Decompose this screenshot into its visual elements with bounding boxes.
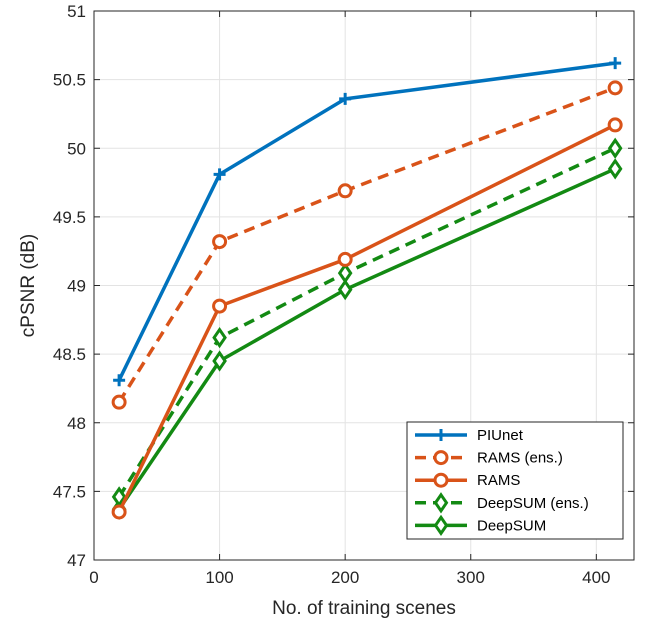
x-tick-label: 300 bbox=[457, 568, 485, 587]
x-tick-label: 400 bbox=[582, 568, 610, 587]
y-axis-label: cPSNR (dB) bbox=[18, 234, 39, 337]
series-rams-ens bbox=[111, 80, 623, 410]
axis-ticks: 0 100 200 300 400 47 47.5 48 48.5 49 49.5 50 50.5 51 bbox=[53, 2, 634, 587]
circle-marker bbox=[607, 117, 623, 133]
legend-item: PIUnet bbox=[415, 427, 524, 444]
legend-label: RAMS (ens.) bbox=[477, 450, 563, 467]
legend: PIUnet RAMS (ens.) RAMS DeepSUM (ens.) DeepS… bbox=[406, 421, 624, 540]
x-axis-label: No. of training scenes bbox=[272, 598, 456, 619]
y-tick-label: 51 bbox=[67, 2, 86, 21]
plus-marker bbox=[609, 57, 622, 70]
legend-label: RAMS bbox=[477, 472, 520, 489]
y-tick-label: 48 bbox=[67, 414, 86, 433]
legend-label: PIUnet bbox=[477, 427, 524, 444]
series-piunet bbox=[113, 57, 622, 387]
circle-marker bbox=[433, 472, 449, 488]
circle-marker bbox=[111, 394, 127, 410]
diamond-marker bbox=[607, 137, 623, 159]
y-tick-label: 47 bbox=[67, 551, 86, 570]
circle-marker bbox=[607, 80, 623, 96]
plus-marker bbox=[213, 168, 226, 181]
diamond-marker bbox=[337, 278, 353, 301]
y-tick-label: 47.5 bbox=[53, 482, 86, 501]
series-line bbox=[117, 146, 616, 498]
legend-item: DeepSUM (ens.) bbox=[415, 492, 589, 514]
x-tick-label: 0 bbox=[89, 568, 98, 587]
circle-marker bbox=[212, 298, 228, 314]
diamond-marker bbox=[337, 262, 353, 284]
diamond-marker bbox=[607, 158, 623, 180]
y-tick-label: 49 bbox=[67, 277, 86, 296]
y-tick-label: 50.5 bbox=[53, 71, 86, 90]
plus-marker bbox=[435, 429, 447, 441]
legend-item: RAMS bbox=[415, 472, 520, 489]
legend-label: DeepSUM bbox=[477, 517, 546, 534]
legend-label: DeepSUM (ens.) bbox=[477, 495, 589, 512]
diamond-marker bbox=[212, 350, 227, 372]
plus-marker bbox=[339, 92, 352, 105]
circle-marker bbox=[433, 450, 449, 466]
y-tick-label: 49.5 bbox=[53, 208, 86, 227]
series-line bbox=[117, 123, 616, 513]
series-line bbox=[117, 86, 616, 404]
diamond-marker bbox=[433, 492, 449, 514]
x-tick-label: 200 bbox=[331, 568, 359, 587]
series-line bbox=[117, 61, 616, 381]
series-rams bbox=[111, 117, 623, 520]
y-tick-label: 50 bbox=[67, 139, 86, 158]
y-tick-label: 48.5 bbox=[53, 345, 86, 364]
circle-marker bbox=[337, 183, 353, 199]
x-tick-label: 100 bbox=[205, 568, 233, 587]
series-group bbox=[111, 57, 623, 520]
legend-item: DeepSUM bbox=[415, 514, 546, 537]
diamond-marker bbox=[212, 327, 227, 349]
plus-marker bbox=[113, 374, 126, 387]
diamond-marker bbox=[433, 514, 449, 537]
circle-marker bbox=[111, 504, 127, 520]
circle-marker bbox=[337, 251, 353, 267]
circle-marker bbox=[212, 234, 228, 250]
legend-item: RAMS (ens.) bbox=[415, 450, 563, 467]
series-line bbox=[117, 167, 616, 511]
